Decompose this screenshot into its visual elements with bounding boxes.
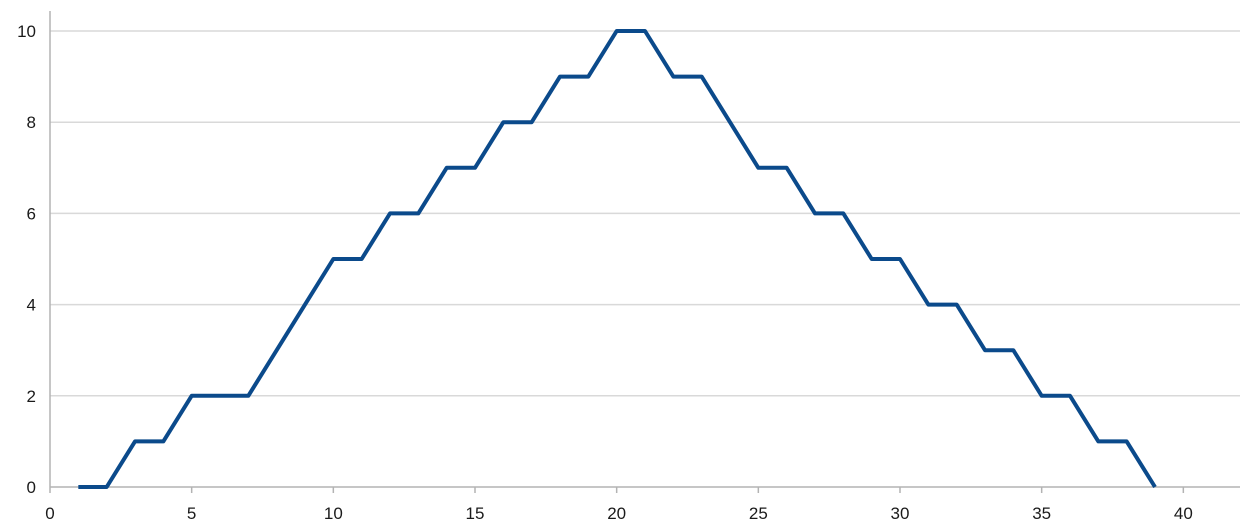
y-tick-label: 2 <box>27 387 36 406</box>
x-tick-label: 40 <box>1174 504 1193 523</box>
gridlines <box>50 30 1240 397</box>
x-tick-label: 10 <box>324 504 343 523</box>
x-tick-label: 25 <box>749 504 768 523</box>
x-tick-label: 35 <box>1032 504 1051 523</box>
x-tick-label: 15 <box>466 504 485 523</box>
y-tick-label: 0 <box>27 478 36 497</box>
axes <box>49 11 1240 493</box>
y-tick-label: 6 <box>27 204 36 223</box>
x-tick-label: 20 <box>607 504 626 523</box>
x-tick-label: 0 <box>45 504 54 523</box>
tick-labels: 0 2 4 6 8 10 0 5 10 15 20 25 30 35 40 <box>17 22 1193 523</box>
series-layer <box>78 29 1157 489</box>
y-tick-label: 4 <box>27 296 36 315</box>
y-tick-label: 8 <box>27 113 36 132</box>
x-tick-label: 5 <box>187 504 196 523</box>
series-line-1 <box>78 29 1157 489</box>
x-tick-label: 30 <box>891 504 910 523</box>
y-tick-label: 10 <box>17 22 36 41</box>
